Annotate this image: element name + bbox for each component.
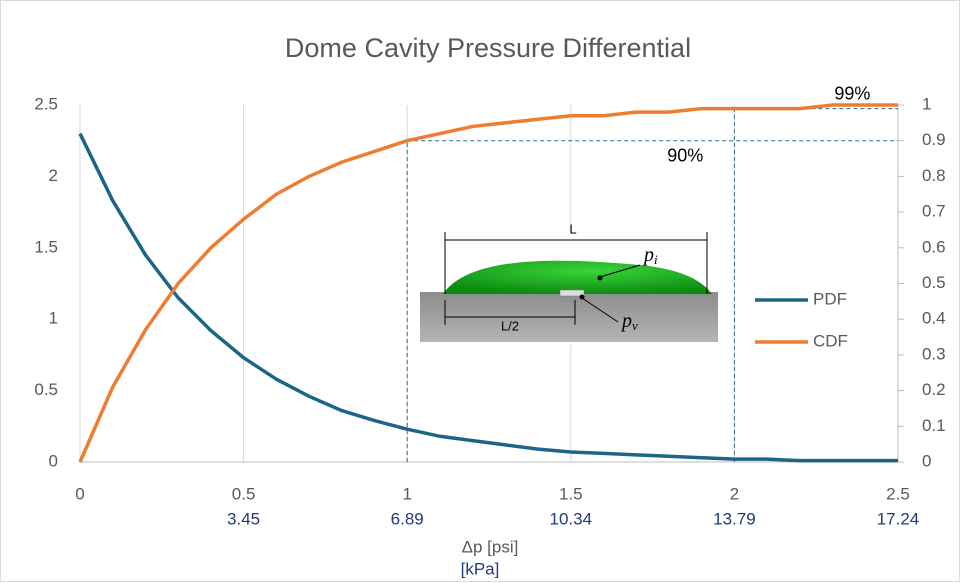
y2-tick-label: 0.4	[922, 309, 946, 328]
chart-title: Dome Cavity Pressure Differential	[285, 33, 691, 63]
y2-tick-label: 0.9	[922, 130, 946, 149]
marker	[598, 276, 603, 281]
x-axis-label: Δp [psi]	[462, 537, 519, 556]
y-tick-label: 2	[49, 166, 58, 185]
y2-tick-label: 0.8	[922, 166, 946, 185]
annotation: 90%	[667, 145, 703, 165]
x2-axis-label: [kPa]	[461, 559, 500, 578]
x2-tick-label: 10.34	[550, 509, 593, 528]
y-tick-label: 0.5	[34, 380, 58, 399]
y2-tick-label: 1	[922, 94, 931, 113]
y-tick-label: 1.5	[34, 237, 58, 256]
legend-label: CDF	[813, 331, 848, 350]
y2-tick-label: 0.5	[922, 273, 946, 292]
x2-tick-label: 6.89	[391, 509, 424, 528]
y2-tick-label: 0.3	[922, 344, 946, 363]
y-tick-label: 0	[49, 451, 58, 470]
inset-label: L/2	[501, 318, 519, 333]
x2-tick-label: 17.24	[877, 509, 920, 528]
y2-tick-label: 0	[922, 451, 931, 470]
y2-tick-label: 0.6	[922, 237, 946, 256]
x2-tick-label: 13.79	[713, 509, 756, 528]
legend-label: PDF	[813, 289, 847, 308]
x-tick-label: 2	[730, 484, 739, 503]
marker	[580, 295, 585, 300]
chart: Dome Cavity Pressure Differential Δp [ps…	[0, 0, 961, 583]
inset-diagram: L L/2 pi pv	[418, 221, 720, 345]
annotation: 99%	[834, 83, 870, 103]
x-tick-label: 2.5	[886, 484, 910, 503]
y2-tick-label: 0.1	[922, 416, 946, 435]
x2-tick-label: 3.45	[227, 509, 260, 528]
inset-label: L	[569, 221, 576, 236]
x-tick-label: 1.5	[559, 484, 583, 503]
y2-tick-label: 0.7	[922, 202, 946, 221]
x-tick-label: 0.5	[232, 484, 256, 503]
x-tick-label: 0	[75, 484, 84, 503]
y-tick-label: 1	[49, 309, 58, 328]
x-tick-label: 1	[402, 484, 411, 503]
y2-tick-label: 0.2	[922, 380, 946, 399]
y-tick-label: 2.5	[34, 94, 58, 113]
